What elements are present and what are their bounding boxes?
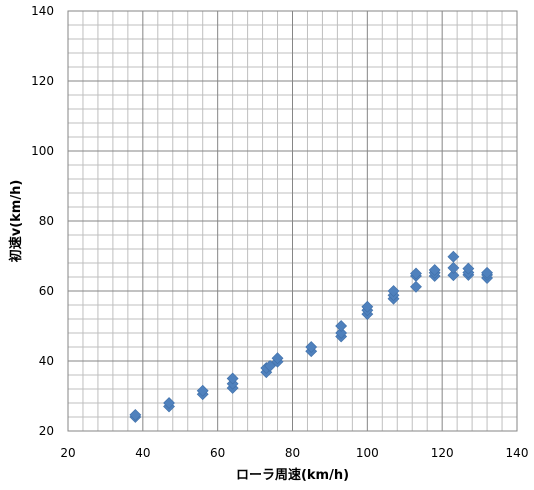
y-tick-label: 100 [31, 144, 54, 158]
data-point [410, 267, 422, 280]
data-point [264, 359, 276, 372]
data-point [428, 264, 441, 276]
data-point [447, 250, 460, 263]
data-point [361, 300, 374, 313]
data-point [129, 408, 142, 421]
y-tick-label: 140 [31, 4, 54, 18]
y-tick-label: 80 [39, 214, 54, 228]
x-axis-title: ローラ周速(km/h) [236, 467, 349, 483]
data-point [163, 397, 175, 409]
data-point [481, 266, 493, 279]
x-tick-label: 40 [135, 446, 150, 460]
x-tick-label: 100 [356, 446, 379, 460]
data-point [226, 372, 239, 385]
data-point [462, 262, 475, 275]
y-axis-title: 初速v(km/h) [8, 180, 24, 263]
data-point [410, 280, 422, 293]
data-point [335, 320, 348, 332]
data-point [447, 261, 460, 274]
x-tick-label: 120 [431, 446, 454, 460]
x-tick-label: 140 [506, 446, 529, 460]
x-tick-label: 80 [285, 446, 300, 460]
data-point [196, 384, 209, 397]
tick-labels: 20 40 60 80 100 120 140 20 40 60 80 100 120 140 [31, 4, 528, 460]
data-point [335, 327, 348, 339]
x-tick-label: 20 [60, 446, 75, 460]
data-point [305, 341, 318, 353]
data-point [271, 352, 284, 365]
data-point [387, 285, 400, 297]
plot-area-border [67, 10, 518, 432]
x-tick-label: 60 [210, 446, 225, 460]
data-point [447, 269, 460, 282]
data-markers [129, 250, 493, 423]
y-tick-label: 20 [39, 424, 54, 438]
y-tick-label: 40 [39, 354, 54, 368]
y-tick-label: 120 [31, 74, 54, 88]
major-gridlines [67, 10, 518, 432]
y-tick-label: 60 [39, 284, 54, 298]
